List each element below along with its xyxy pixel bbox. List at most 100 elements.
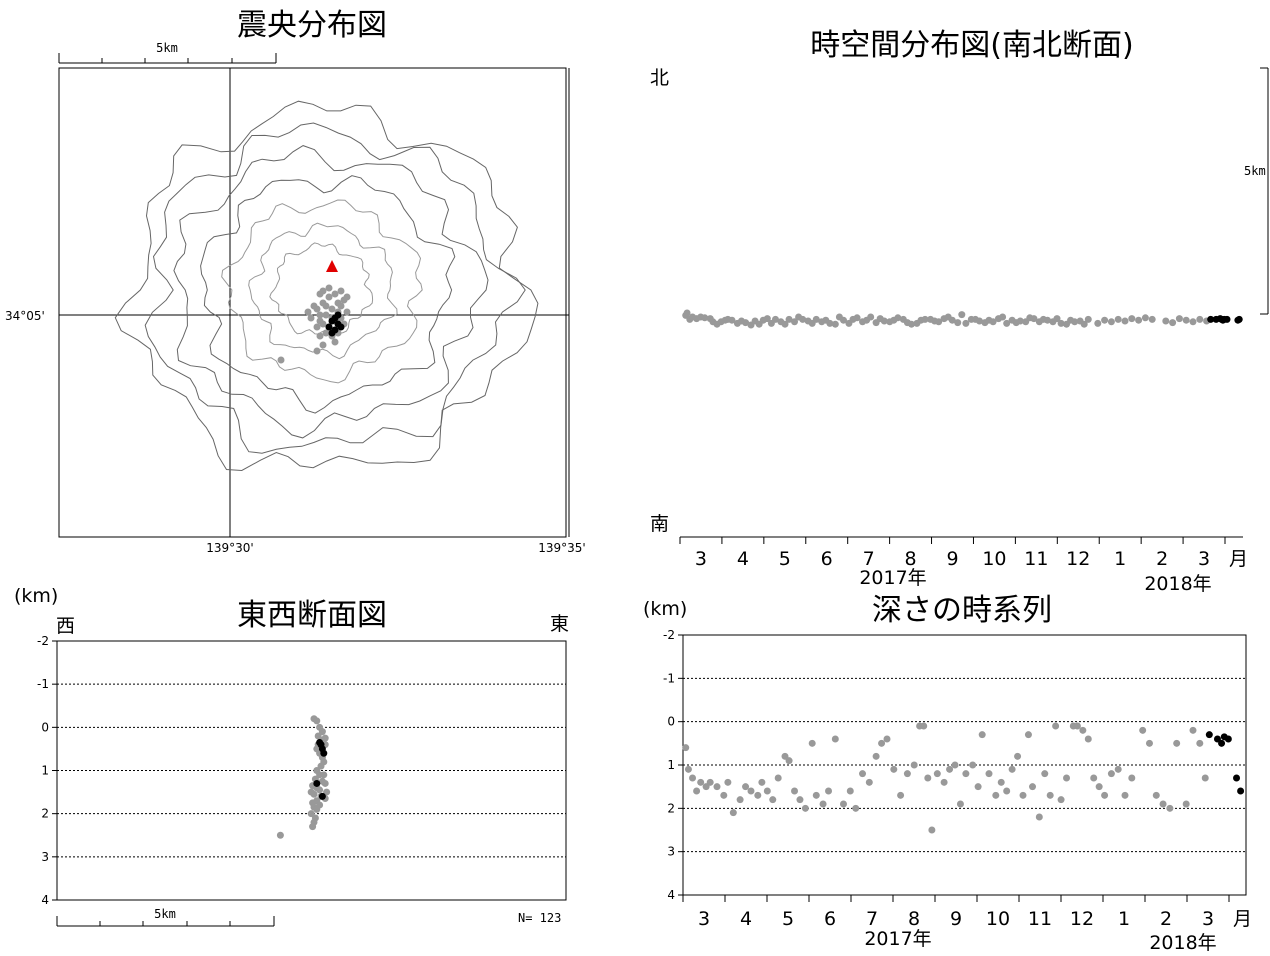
month-label: 4	[737, 548, 749, 570]
epicenter-older	[277, 356, 285, 364]
depth-year-2018: 2018年	[1149, 932, 1216, 954]
month-label: 3	[1198, 548, 1210, 570]
depth-tick-label: 1	[41, 764, 49, 778]
epicenter-older	[337, 287, 345, 295]
ew-recent	[313, 779, 321, 787]
spacetime-older	[1135, 316, 1143, 324]
depth-older	[747, 787, 755, 795]
month-label: 10	[982, 548, 1006, 570]
month-label: 4	[740, 908, 752, 930]
depth-older	[859, 770, 867, 778]
epicenter-older	[319, 341, 327, 349]
depth-older	[1107, 770, 1115, 778]
spacetime-older	[907, 320, 915, 328]
depth-older	[693, 787, 701, 795]
depth-older	[785, 757, 793, 765]
west-label: 西	[56, 615, 75, 637]
epicenter-older	[322, 329, 330, 337]
month-label: 11	[1028, 908, 1052, 930]
epicenter-recent	[334, 311, 342, 319]
epicenter-older	[331, 290, 339, 298]
spacetime-older	[1162, 317, 1170, 325]
depth-older	[1152, 791, 1160, 799]
spacetime-older	[1003, 319, 1011, 327]
depth-older	[1035, 813, 1043, 821]
spacetime-older	[1016, 317, 1024, 325]
epicenter-older	[319, 287, 327, 295]
depth-older	[1101, 791, 1109, 799]
depth-older	[706, 778, 714, 786]
month-label: 3	[1202, 908, 1214, 930]
depth-tick-label: -2	[37, 634, 49, 648]
epicenter-older	[316, 311, 324, 319]
spacetime-year-2017: 2017年	[859, 567, 926, 589]
epicenter-recent	[325, 323, 333, 331]
spacetime-older	[921, 315, 929, 323]
depth-older	[819, 800, 827, 808]
epicenter-older	[313, 347, 321, 355]
ew-recent	[317, 741, 325, 749]
month-label: 10	[986, 908, 1010, 930]
month-label: 5	[782, 908, 794, 930]
depth-title: 深さの時系列	[872, 593, 1052, 628]
depth-tick-label: 2	[41, 807, 49, 821]
depth-older	[951, 761, 959, 769]
depth-older	[1173, 739, 1181, 747]
depth-older	[997, 778, 1005, 786]
depth-older	[978, 731, 986, 739]
month-label: 8	[908, 908, 920, 930]
spacetime-older	[962, 319, 970, 327]
spacetime-older	[742, 319, 750, 327]
spacetime-points	[682, 309, 1243, 329]
depth-older	[946, 765, 954, 773]
month-label: 9	[950, 908, 962, 930]
spacetime-older	[1175, 315, 1183, 323]
depth-older	[985, 770, 993, 778]
month-label: 12	[1066, 548, 1090, 570]
month-label: 5	[779, 548, 791, 570]
depth-older	[1182, 800, 1190, 808]
depth-older	[920, 722, 928, 730]
depth-older	[825, 787, 833, 795]
depth-older	[839, 800, 847, 808]
epicenter-older	[343, 293, 351, 301]
depth-tick-label: 4	[41, 893, 49, 907]
depth-older	[713, 783, 721, 791]
depth-older	[928, 826, 936, 834]
epicenter-recent	[337, 323, 345, 331]
island-contours	[114, 100, 539, 472]
epicenter-map-panel: 震央分布図 5km 34°05' 139°30' 139°35'	[5, 8, 586, 555]
depth-older	[697, 778, 705, 786]
depth-month-ticks: 3 4 5 6 7 8 9 10 11 12 1 2 3 月	[682, 895, 1252, 930]
epicenter-older	[337, 302, 345, 310]
depth-older	[1063, 774, 1071, 782]
depth-older	[1159, 800, 1167, 808]
ew-gridlines: -2 -1 0 1 2 3 4	[37, 634, 566, 907]
epicenter-points	[277, 260, 351, 364]
depth-older	[682, 744, 690, 752]
contour-line	[221, 199, 423, 384]
spacetime-older	[1141, 314, 1149, 322]
depth-older	[1084, 735, 1092, 743]
contour-line	[269, 242, 374, 335]
spacetime-older	[1114, 315, 1122, 323]
depth-older	[1095, 783, 1103, 791]
spacetime-older	[1057, 319, 1065, 327]
depth-older	[684, 765, 692, 773]
spacetime-older	[1107, 318, 1115, 326]
depth-older	[974, 783, 982, 791]
depth-older	[1003, 787, 1011, 795]
depth-older	[890, 765, 898, 773]
depth-older	[1090, 774, 1098, 782]
ew-older	[313, 805, 321, 813]
depth-older	[1114, 765, 1122, 773]
south-label: 南	[650, 513, 669, 535]
spacetime-older	[948, 316, 956, 324]
spacetime-older	[1043, 316, 1051, 324]
spacetime-older	[999, 313, 1007, 321]
depth-older	[883, 735, 891, 743]
epicenter-older	[313, 323, 321, 331]
depth-year-2017: 2017年	[864, 928, 931, 950]
map-scale-label: 5km	[156, 41, 178, 55]
